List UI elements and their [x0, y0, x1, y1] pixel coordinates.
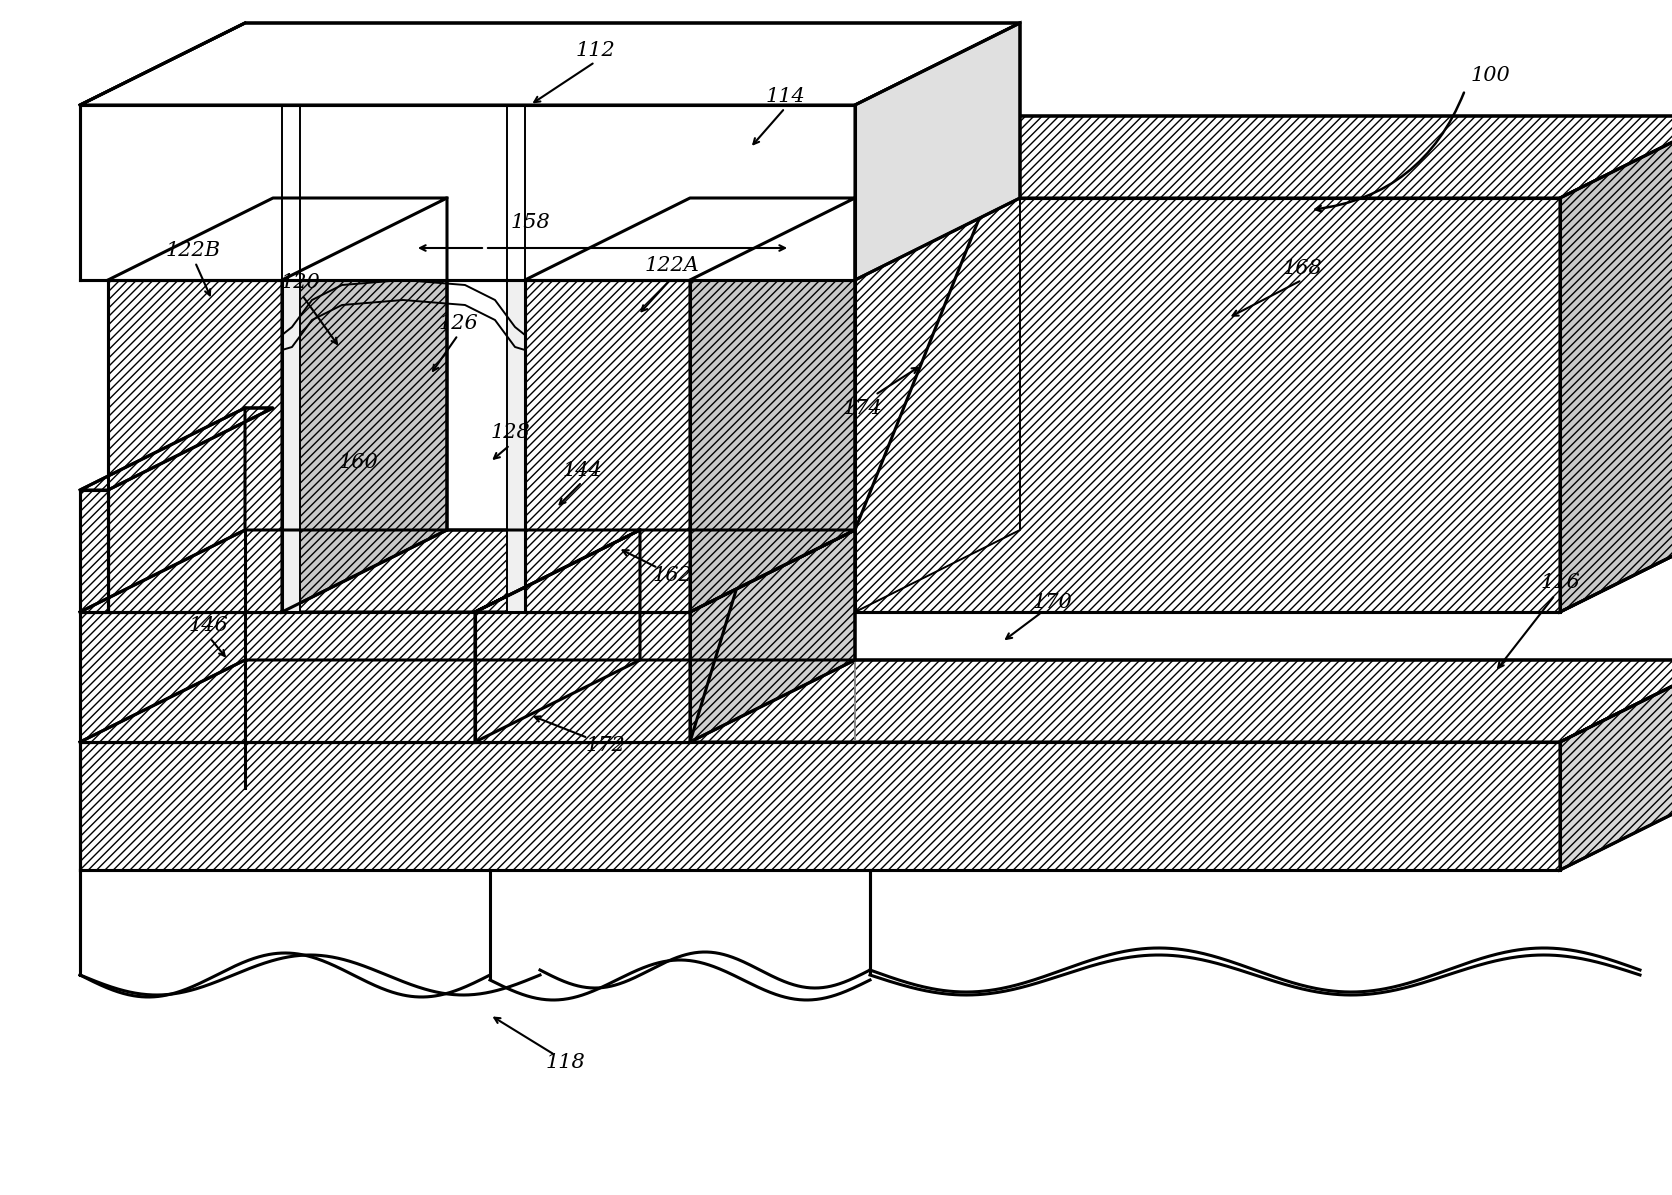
Text: 172: 172	[585, 735, 625, 754]
Polygon shape	[854, 198, 1560, 612]
Polygon shape	[1560, 116, 1672, 612]
Text: 118: 118	[545, 1053, 585, 1072]
Polygon shape	[80, 23, 1020, 105]
Text: 122A: 122A	[645, 256, 699, 275]
Polygon shape	[283, 198, 446, 612]
Text: 146: 146	[189, 615, 227, 635]
Text: 120: 120	[281, 272, 319, 292]
Text: 112: 112	[575, 41, 615, 60]
Polygon shape	[80, 490, 109, 612]
Polygon shape	[507, 280, 525, 612]
Text: 128: 128	[490, 423, 530, 441]
Polygon shape	[691, 198, 854, 612]
Polygon shape	[1560, 660, 1672, 870]
Polygon shape	[80, 531, 640, 612]
Text: 126: 126	[438, 313, 478, 332]
Polygon shape	[80, 660, 1672, 742]
Polygon shape	[525, 280, 691, 612]
Text: 160: 160	[338, 453, 378, 472]
Polygon shape	[80, 407, 273, 490]
Polygon shape	[475, 531, 854, 612]
Text: 114: 114	[766, 86, 804, 105]
Polygon shape	[80, 742, 1560, 870]
Polygon shape	[109, 198, 446, 280]
Text: 158: 158	[510, 213, 550, 232]
Polygon shape	[475, 612, 691, 742]
Text: 116: 116	[1540, 572, 1580, 592]
Polygon shape	[283, 280, 299, 612]
Polygon shape	[854, 116, 1020, 612]
Text: 144: 144	[562, 460, 602, 479]
Polygon shape	[691, 531, 854, 742]
Text: 168: 168	[1282, 258, 1323, 277]
Polygon shape	[475, 531, 640, 742]
Text: 122B: 122B	[166, 240, 221, 259]
Polygon shape	[854, 116, 1672, 198]
Text: 162: 162	[652, 565, 692, 584]
Text: 170: 170	[1032, 593, 1072, 612]
Polygon shape	[854, 23, 1020, 280]
Polygon shape	[525, 198, 854, 280]
Polygon shape	[109, 280, 283, 612]
Polygon shape	[80, 612, 475, 742]
Text: 174: 174	[843, 398, 881, 417]
Text: 100: 100	[1470, 66, 1510, 85]
Polygon shape	[80, 105, 854, 280]
